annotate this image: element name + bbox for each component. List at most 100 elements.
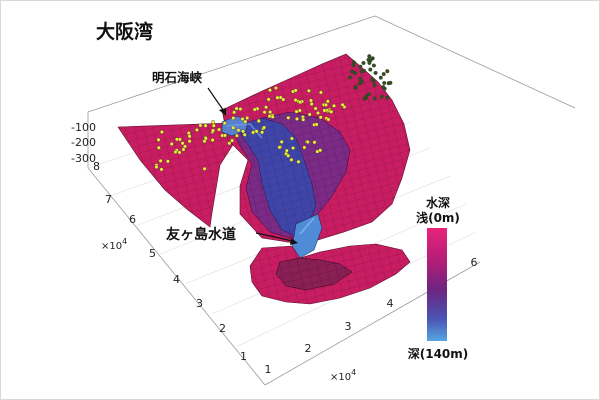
- point-yellow: [187, 139, 192, 144]
- point-yellow: [262, 125, 267, 130]
- point-yellow: [202, 166, 207, 171]
- point-yellow: [264, 105, 269, 110]
- point-yellow: [326, 117, 331, 122]
- point-yellow: [286, 115, 291, 120]
- point-yellow: [289, 136, 294, 141]
- point-yellow: [242, 132, 247, 137]
- point-yellow: [268, 88, 273, 93]
- x-tick: 6: [471, 256, 478, 269]
- arrow-tomogashima: [255, 232, 293, 242]
- point-green: [372, 96, 377, 101]
- x-multiplier: ×104: [330, 368, 356, 383]
- point-yellow: [159, 167, 164, 172]
- annotation-tomogashima: 友ヶ島水道: [166, 226, 236, 243]
- point-yellow: [232, 110, 237, 115]
- point-green: [368, 67, 373, 72]
- point-yellow: [210, 138, 215, 143]
- point-yellow: [305, 139, 310, 144]
- arrow-akashi-head: [219, 108, 226, 116]
- point-green: [358, 64, 363, 69]
- point-yellow: [297, 108, 302, 113]
- point-yellow: [313, 106, 318, 111]
- point-yellow: [194, 127, 199, 132]
- point-green: [381, 72, 386, 77]
- point-yellow: [251, 130, 256, 135]
- point-green: [372, 83, 377, 88]
- point-green: [388, 80, 393, 85]
- point-yellow: [277, 145, 282, 150]
- point-yellow: [262, 110, 267, 115]
- point-yellow: [180, 141, 185, 146]
- point-yellow: [307, 112, 312, 117]
- point-yellow: [325, 99, 330, 104]
- y-axis: 7 8 6 5 4 3 2 1 ×104: [93, 160, 247, 363]
- point-green: [378, 75, 383, 80]
- point-yellow: [315, 149, 320, 154]
- point-yellow: [254, 129, 259, 134]
- sample-points: [154, 54, 393, 172]
- point-yellow: [222, 121, 227, 126]
- point-yellow: [318, 115, 323, 120]
- point-yellow: [295, 116, 300, 121]
- arrow-tomogashima-head: [290, 238, 298, 245]
- annotation-akashi: 明石海峡: [152, 70, 203, 85]
- point-yellow: [198, 123, 203, 128]
- point-yellow: [329, 109, 334, 114]
- point-yellow: [243, 119, 248, 124]
- point-yellow: [318, 90, 323, 95]
- chart-title: 大阪湾: [96, 20, 153, 43]
- colorbar-gradient: [427, 228, 447, 341]
- point-yellow: [227, 141, 232, 146]
- point-yellow: [210, 128, 215, 133]
- arrow-akashi: [207, 87, 225, 112]
- y-tick: 5: [149, 247, 156, 260]
- y-tick: 2: [219, 322, 226, 335]
- point-yellow: [159, 129, 164, 134]
- colorbar-bottom-label: 深(140m): [408, 346, 469, 361]
- point-yellow: [234, 133, 239, 138]
- point-yellow: [174, 137, 179, 142]
- surface-kii-inner: [275, 257, 353, 291]
- point-yellow: [322, 108, 327, 113]
- point-yellow: [222, 133, 227, 138]
- z-tick: -300: [71, 152, 96, 165]
- point-yellow: [293, 88, 298, 93]
- point-yellow: [316, 110, 321, 115]
- y-tick: 1: [240, 350, 247, 363]
- x-tick: 3: [345, 320, 352, 333]
- point-yellow: [217, 127, 222, 132]
- point-green: [379, 94, 384, 99]
- point-yellow: [309, 101, 314, 106]
- point-yellow: [187, 134, 192, 139]
- point-yellow: [273, 85, 278, 90]
- point-yellow: [210, 120, 215, 125]
- x-tick: 4: [387, 297, 394, 310]
- point-yellow: [324, 102, 329, 107]
- point-yellow: [245, 115, 250, 120]
- colorbar-top-label: 浅(0m): [416, 210, 460, 225]
- point-green: [353, 71, 358, 76]
- point-yellow: [182, 144, 187, 149]
- point-yellow: [154, 164, 159, 169]
- point-yellow: [234, 106, 239, 111]
- y-tick: 8: [93, 160, 100, 173]
- point-yellow: [230, 138, 235, 143]
- point-yellow: [293, 98, 298, 103]
- bathymetry-surface: [117, 53, 411, 305]
- point-yellow: [156, 145, 161, 150]
- point-yellow: [296, 159, 301, 164]
- y-tick: 6: [129, 213, 136, 226]
- point-green: [362, 96, 367, 101]
- point-green: [366, 91, 371, 96]
- point-yellow: [173, 149, 178, 154]
- point-yellow: [302, 145, 307, 150]
- point-yellow: [240, 116, 245, 121]
- point-yellow: [211, 123, 216, 128]
- x-tick: 1: [265, 363, 272, 376]
- point-green: [385, 95, 390, 100]
- point-green: [361, 61, 366, 66]
- point-yellow: [169, 141, 174, 146]
- point-yellow: [238, 106, 243, 111]
- point-yellow: [260, 130, 265, 135]
